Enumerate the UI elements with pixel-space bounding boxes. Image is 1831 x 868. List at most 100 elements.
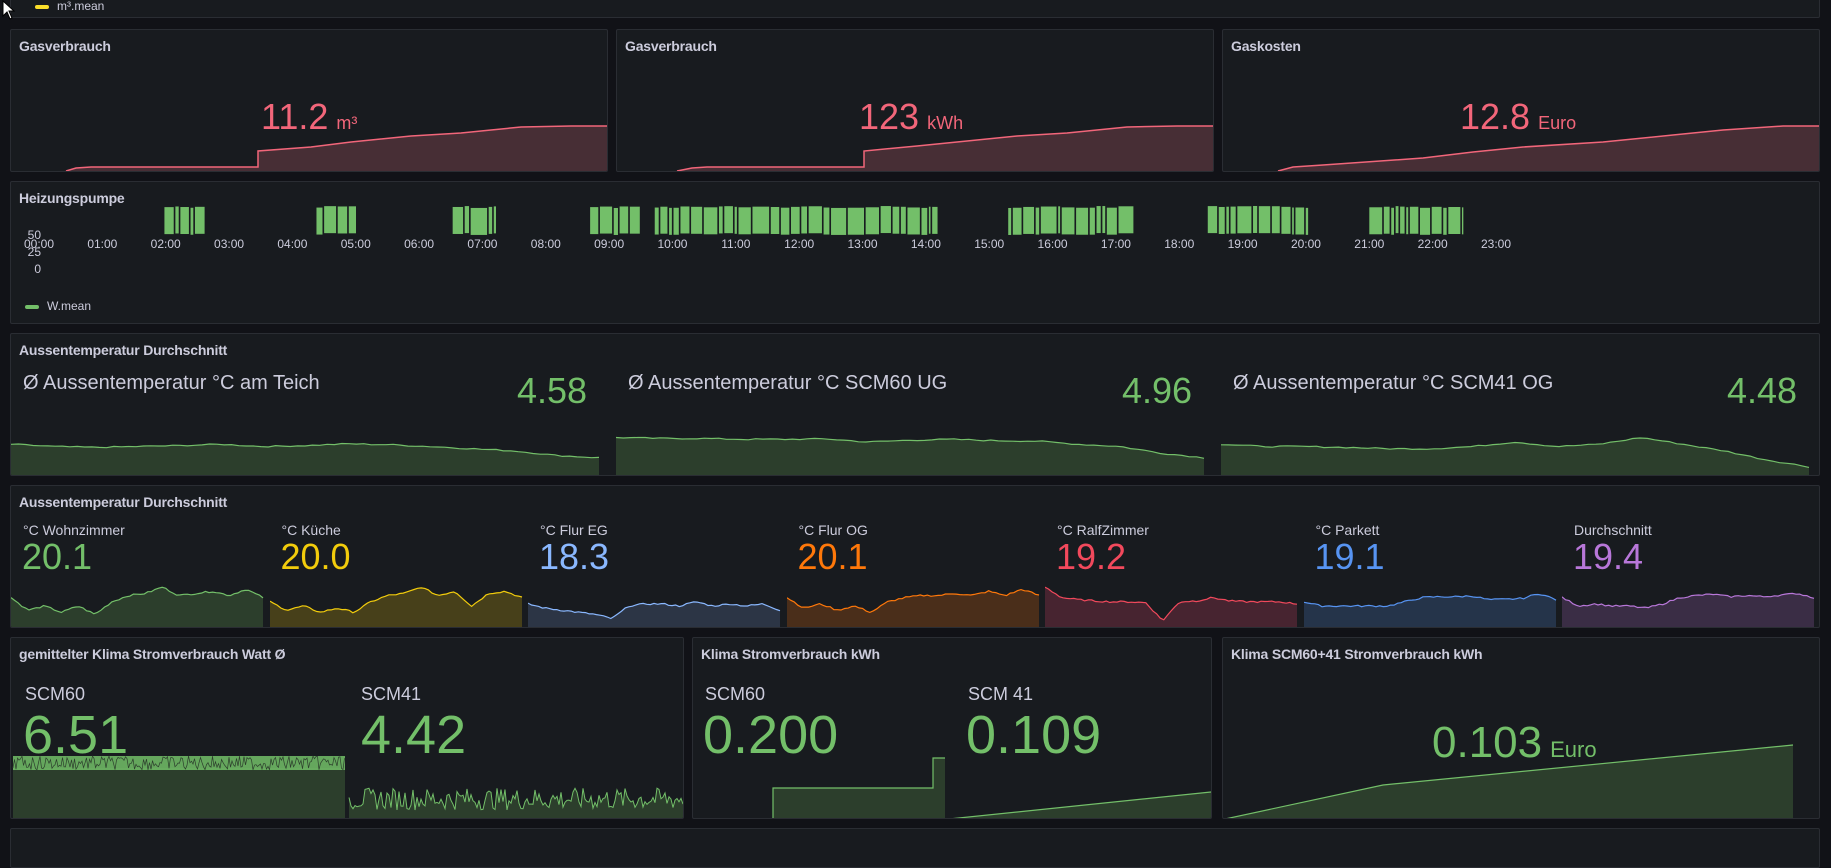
pump-bar bbox=[1292, 207, 1294, 235]
x-tick: 16:00 bbox=[1037, 237, 1068, 251]
heating-pump-panel[interactable]: Heizungspumpe 50 25 0 00:00 01:00 02:00 03:… bbox=[10, 181, 1820, 324]
sparkline-area bbox=[1045, 587, 1297, 627]
stat-value: 4.96 bbox=[1122, 370, 1193, 411]
pump-bar bbox=[1035, 207, 1040, 235]
x-tick: 17:00 bbox=[1100, 237, 1131, 251]
indoor-sparkline bbox=[786, 588, 1039, 627]
x-tick: 02:00 bbox=[150, 237, 181, 251]
x-tick: 00:00 bbox=[23, 237, 55, 251]
sparkline-area bbox=[11, 587, 263, 627]
indoor-sparkline bbox=[11, 586, 264, 627]
pump-bar bbox=[1258, 206, 1271, 234]
x-tick: 03:00 bbox=[214, 237, 245, 251]
x-tick: 19:00 bbox=[1227, 237, 1258, 251]
outdoor-sparkline bbox=[11, 442, 600, 475]
pump-bar bbox=[590, 207, 599, 235]
stat-number: 0.103 bbox=[1432, 718, 1543, 767]
pump-bar bbox=[1076, 207, 1089, 235]
pump-bar bbox=[847, 207, 865, 235]
sparkline-line bbox=[11, 586, 264, 615]
stat-label: °C RalfZimmer bbox=[1057, 522, 1149, 538]
sparkline-line bbox=[772, 757, 945, 818]
x-tick: 15:00 bbox=[974, 237, 1005, 251]
sparkline-line bbox=[1303, 593, 1556, 608]
pump-bar bbox=[932, 206, 938, 234]
gas-panel-m3[interactable]: Gasverbrauch 11.2 m³ bbox=[10, 29, 608, 172]
pump-bar bbox=[1106, 207, 1117, 235]
stat-label: Ø Aussentemperatur °C SCM60 UG bbox=[628, 372, 948, 394]
pump-bar bbox=[1040, 206, 1057, 234]
indoor-temp-panel[interactable]: Aussentemperatur Durchschnitt °C Wohnzim… bbox=[10, 485, 1820, 628]
pump-bar bbox=[1409, 206, 1419, 234]
top-legend-item[interactable]: m³.mean bbox=[35, 0, 104, 13]
stat-number: 11.2 bbox=[261, 96, 329, 137]
klima-watt-sparklines bbox=[12, 755, 683, 818]
panel-title: Aussentemperatur Durchschnitt bbox=[19, 342, 228, 358]
pump-bar bbox=[724, 206, 733, 234]
pump-bar bbox=[493, 206, 497, 234]
x-tick: 14:00 bbox=[910, 237, 941, 251]
panel-title: Klima Stromverbrauch kWh bbox=[701, 646, 880, 662]
sparkline-line bbox=[616, 436, 1205, 459]
pump-bar bbox=[1102, 206, 1106, 234]
pump-bar bbox=[1271, 206, 1280, 234]
pump-bar bbox=[752, 206, 770, 234]
pump-bar bbox=[488, 206, 493, 234]
sparkline-area bbox=[269, 587, 522, 627]
sparkline-area bbox=[66, 126, 607, 171]
sparkline-line bbox=[786, 588, 1039, 614]
sparkline-area bbox=[13, 768, 345, 818]
klima-kwh-panel[interactable]: Klima Stromverbrauch kWh SCM60 0.200 SCM… bbox=[692, 637, 1212, 819]
klima-kwh-sparklines bbox=[772, 757, 1211, 818]
outdoor-temp-panel[interactable]: Aussentemperatur Durchschnitt Ø Aussente… bbox=[10, 333, 1820, 476]
indoor-sparkline bbox=[1045, 586, 1298, 627]
x-tick: 10:00 bbox=[657, 237, 688, 251]
gas-panel-kwh[interactable]: Gasverbrauch 123 kWh bbox=[616, 29, 1214, 172]
pump-bar bbox=[629, 206, 640, 234]
pump-bar bbox=[654, 207, 659, 235]
y-tick: 50 bbox=[27, 228, 41, 242]
pump-bar bbox=[324, 206, 337, 234]
x-tick: 01:00 bbox=[87, 237, 118, 251]
top-partial-panel: m³.mean bbox=[10, 0, 1820, 18]
stat-unit: m³ bbox=[336, 113, 358, 133]
pump-bar bbox=[1419, 207, 1431, 235]
sparkline-area bbox=[1221, 438, 1809, 475]
pump-bar bbox=[770, 206, 780, 234]
x-tick: 06:00 bbox=[404, 237, 435, 251]
panel-title: Gasverbrauch bbox=[625, 38, 717, 54]
pump-bar bbox=[1207, 206, 1218, 234]
sparkline-line bbox=[269, 587, 522, 614]
pump-bar bbox=[1096, 206, 1101, 234]
sparkline-area bbox=[1229, 745, 1793, 818]
pump-bar bbox=[734, 206, 737, 234]
pump-bar bbox=[613, 207, 618, 235]
pump-bar bbox=[892, 206, 900, 234]
klima-total-panel[interactable]: Klima SCM60+41 Stromverbrauch kWh 0.103 E… bbox=[1222, 637, 1820, 819]
stat-value: 20.1 bbox=[22, 536, 93, 577]
indoor-sparkline bbox=[1303, 593, 1556, 627]
pump-legend[interactable]: W.mean bbox=[25, 299, 91, 313]
pump-bar bbox=[619, 206, 629, 234]
stat-label-scm41: SCM41 bbox=[361, 684, 422, 704]
stat-label-scm60: SCM60 bbox=[25, 684, 86, 704]
pump-bar bbox=[921, 207, 928, 235]
pump-bar bbox=[1305, 207, 1309, 235]
gas-cost-panel[interactable]: Gaskosten 12.8 Euro bbox=[1222, 29, 1820, 172]
stat-number: 12.8 bbox=[1460, 96, 1531, 137]
pump-bar bbox=[1226, 206, 1229, 234]
pump-bar bbox=[928, 206, 931, 234]
stat-label: °C Flur OG bbox=[798, 522, 868, 538]
stat-value: 20.0 bbox=[280, 536, 351, 577]
sparkline-line bbox=[11, 442, 600, 459]
sparkline-line bbox=[1277, 125, 1819, 171]
panel-title: Heizungspumpe bbox=[19, 190, 125, 206]
legend-label: W.mean bbox=[47, 299, 92, 313]
pump-bar bbox=[190, 207, 194, 235]
klima-watt-panel[interactable]: gemittelter Klima Stromverbrauch Watt Ø … bbox=[10, 637, 684, 819]
outdoor-sparkline bbox=[1221, 437, 1810, 475]
y-tick: 25 bbox=[27, 245, 41, 259]
stat-label: °C Parkett bbox=[1315, 522, 1380, 538]
stat-value-scm60: 0.200 bbox=[703, 705, 839, 765]
stat-value: 123 kWh bbox=[859, 96, 963, 138]
